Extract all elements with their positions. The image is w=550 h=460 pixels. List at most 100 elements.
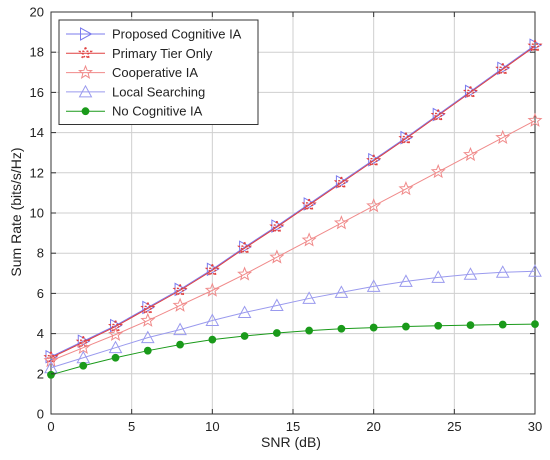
legend-label: No Cognitive IA [112,104,203,119]
legend-entry: Cooperative IA [66,64,198,80]
data-point [237,305,252,318]
data-point [108,340,123,354]
legend-entry: Primary Tier Only [66,45,213,61]
legend-label: Primary Tier Only [112,46,213,61]
data-point [497,61,510,76]
data-point [271,219,284,233]
x-tick-label: 25 [447,419,461,434]
data-point [369,323,378,332]
data-point [368,152,381,167]
data-point [270,298,284,311]
data-point [176,340,184,349]
data-point [75,339,91,355]
legend: Proposed Cognitive IA Primary Tier Only Co… [58,19,259,125]
legend-marker [80,27,93,41]
data-point [140,312,156,327]
data-point [237,266,253,281]
legend-entry: No Cognitive IA [66,104,203,119]
data-point [528,264,542,277]
y-tick-label: 6 [37,286,44,301]
y-tick-label: 18 [30,45,44,60]
series-local-searching [44,264,542,374]
y-tick-label: 8 [37,246,44,261]
data-point [173,322,187,336]
ticks-layer: 0 5 10 15 20 25 30 0 2 4 6 8 10 12 14 16 18 20 [30,5,543,435]
data-point [531,320,539,329]
y-tick-label: 14 [30,125,44,140]
x-tick-label: 0 [47,419,54,434]
data-point [498,320,507,329]
data-point [111,353,120,362]
data-point [466,321,475,330]
legend-entry: Proposed Cognitive IA [66,27,242,42]
y-tick-label: 20 [30,5,44,20]
data-point [334,285,349,298]
legend-label: Proposed Cognitive IA [112,27,242,42]
x-tick-label: 10 [205,419,219,434]
data-point [303,197,317,211]
legend-marker [78,64,93,79]
series-line [50,45,536,359]
legend-marker [78,84,93,98]
data-point [462,146,478,162]
y-tick-label: 2 [37,366,44,381]
data-point [333,215,349,230]
y-tick-label: 4 [37,326,44,341]
y-tick-label: 16 [30,85,44,100]
data-point [434,321,443,330]
y-axis-label: Sum Rate (bits/s/Hz) [8,147,24,276]
data-point [205,313,220,327]
series-line [50,323,536,376]
y-tick-label: 10 [30,206,44,221]
data-point [140,330,155,344]
data-point [272,329,281,337]
y-tick-label: 12 [30,165,44,180]
data-point [174,282,188,297]
series-proposed-cognitive-ia [45,38,543,364]
data-point [431,270,446,283]
data-point [305,326,314,335]
x-tick-label: 15 [286,419,300,434]
legend-marker [81,107,90,116]
series-layer [43,38,543,379]
data-point [143,346,152,355]
data-point [430,163,446,179]
data-point [269,249,285,264]
data-point [47,370,55,379]
data-point [79,361,88,370]
data-point [527,112,543,127]
series-no-cognitive-ia [47,320,539,379]
data-point [463,267,478,280]
data-point [495,265,510,278]
series-primary-tier-only [43,38,543,365]
data-point [108,326,124,341]
data-point [366,279,381,292]
data-point [337,324,346,333]
data-point [402,322,410,331]
data-point [366,198,382,213]
x-tick-label: 30 [528,419,542,434]
data-point [208,335,217,344]
data-point [301,232,317,247]
legend-entry: Local Searching [66,84,205,99]
data-point [399,274,413,287]
series-line [50,120,536,362]
data-point [204,282,220,297]
data-point [495,129,511,144]
x-tick-label: 5 [128,419,135,434]
legend-label: Local Searching [112,84,205,99]
series-line [50,270,536,369]
data-point [464,84,478,99]
series-cooperative-ia [43,112,543,368]
data-point [172,297,188,312]
x-tick-label: 20 [366,419,380,434]
data-point [302,291,316,304]
data-point [398,181,414,196]
series-line [50,44,536,358]
data-point [77,334,91,349]
data-point [400,130,413,145]
legend-label: Cooperative IA [112,65,198,80]
data-point [43,352,59,368]
x-axis-label: SNR (dB) [261,434,321,450]
